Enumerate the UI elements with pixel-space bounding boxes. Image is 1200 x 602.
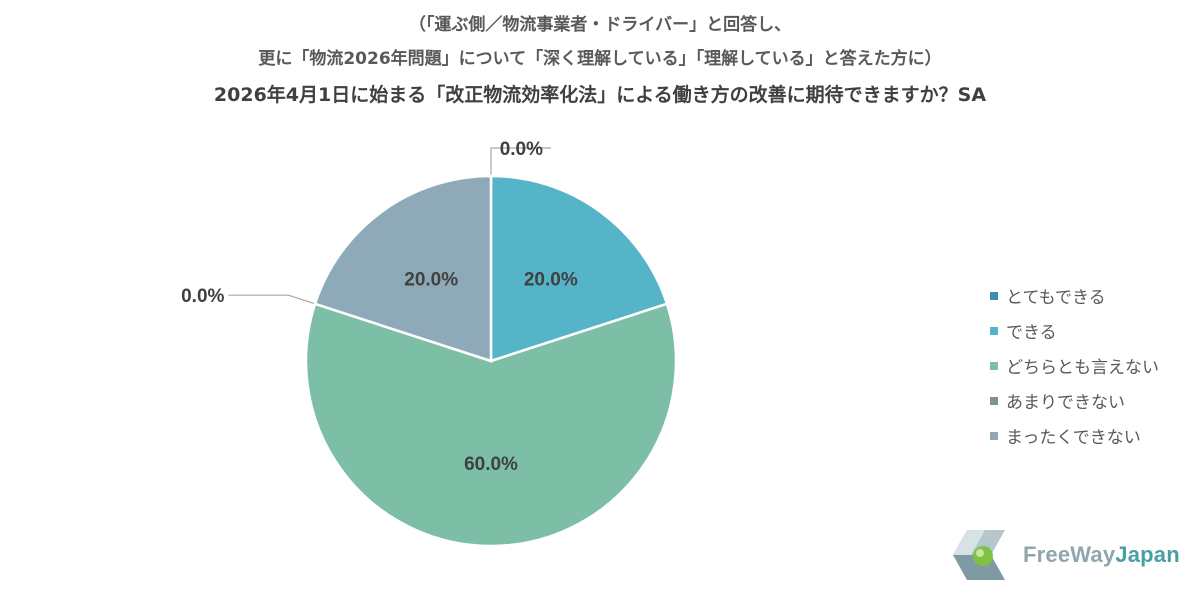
logo-text-freeway: FreeWay (1023, 542, 1116, 567)
legend-item-5: まったくできない (990, 418, 1159, 453)
legend-label-3: どちらとも言えない (1006, 358, 1159, 378)
legend-swatch-5 (990, 431, 998, 440)
pie-slice-3 (304, 302, 678, 548)
legend-item-1: とてもできる (990, 278, 1159, 313)
slice-label-2: 20.0% (524, 270, 578, 291)
legend-label-1: とてもできる (1006, 288, 1106, 308)
slice-label-3: 60.0% (464, 454, 518, 475)
chart-title: 2026年4月1日に始まる「改正物流効率化法」による働き方の改善に期待できますか… (213, 84, 987, 106)
pie-slice-2 (489, 174, 669, 363)
chart-subtitle-line-1: （「運ぶ側／物流事業者・ドライバー」と回答し、 (408, 15, 792, 35)
slice-label-5: 20.0% (404, 270, 458, 291)
freewayjapan-logo-mark (953, 530, 1005, 580)
legend-label-5: まったくできない (1006, 428, 1141, 448)
logo-text-japan: Japan (1115, 542, 1180, 567)
legend-item-3: どちらとも言えない (990, 348, 1159, 383)
slice-label-1: 0.0% (500, 139, 543, 160)
legend-swatch-3 (990, 361, 998, 370)
legend-swatch-4 (990, 396, 998, 405)
legend-item-2: できる (990, 313, 1159, 348)
chart-legend: とてもできる できるどちらとも言えない あまりできない まったくできない (990, 278, 1159, 453)
freewayjapan-logo-text: FreeWayJapan (1023, 542, 1180, 568)
legend-label-2: できる (1006, 323, 1057, 343)
legend-swatch-1 (990, 291, 998, 300)
slice-label-4: 0.0% (181, 286, 224, 307)
freewayjapan-logo: FreeWayJapan (945, 528, 1180, 582)
leader-line-1 (490, 147, 551, 176)
pie-slice-5 (313, 174, 493, 363)
chart-subtitle-line-2: 更に「物流2026年問題」について「深く理解している」「理解している」と答えた方… (258, 49, 942, 69)
legend-item-4: あまりできない (990, 383, 1159, 418)
legend-label-4: あまりできない (1006, 393, 1125, 413)
legend-swatch-2 (990, 326, 998, 335)
leader-line-4 (228, 294, 316, 305)
